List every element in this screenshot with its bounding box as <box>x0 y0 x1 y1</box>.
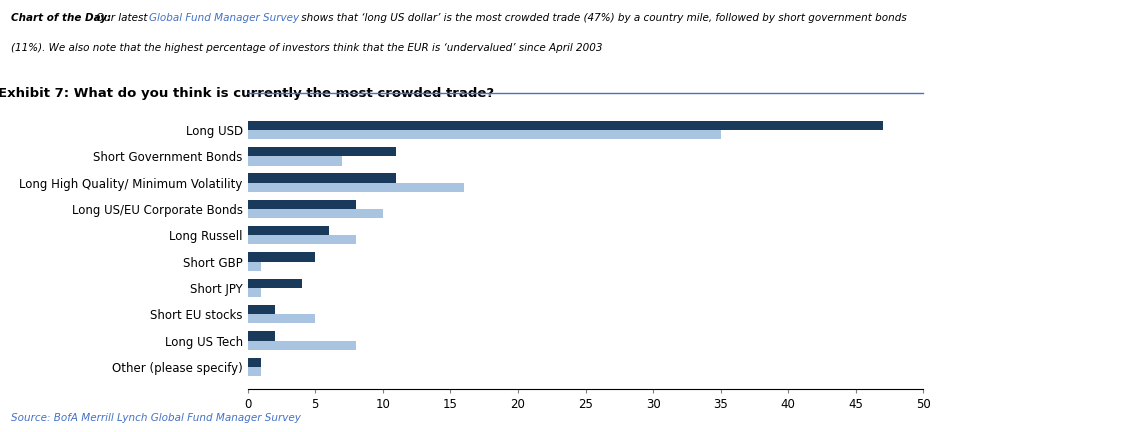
Bar <box>248 183 464 192</box>
Bar <box>248 252 315 261</box>
Bar <box>248 226 329 235</box>
Bar <box>248 305 275 314</box>
Bar <box>248 331 275 340</box>
Bar <box>248 130 721 139</box>
Bar <box>248 147 396 156</box>
Text: Our latest: Our latest <box>96 13 151 23</box>
Bar <box>248 340 356 350</box>
Text: shows that ‘long US dollar’ is the most crowded trade (47%) by a country mile, f: shows that ‘long US dollar’ is the most … <box>298 13 908 23</box>
Bar <box>248 200 356 209</box>
Bar <box>248 367 261 376</box>
Bar <box>248 314 315 324</box>
Bar <box>248 288 261 297</box>
Text: Source: BofA Merrill Lynch Global Fund Manager Survey: Source: BofA Merrill Lynch Global Fund M… <box>11 413 301 423</box>
Text: (11%). We also note that the highest percentage of investors think that the EUR : (11%). We also note that the highest per… <box>11 43 602 53</box>
Bar <box>248 173 396 183</box>
Text: Chart of the Day:: Chart of the Day: <box>11 13 115 23</box>
Bar <box>248 358 261 367</box>
Bar <box>248 156 342 165</box>
Bar <box>248 279 302 288</box>
Bar <box>248 261 261 271</box>
Text: Global Fund Manager Survey: Global Fund Manager Survey <box>149 13 298 23</box>
Text: Exhibit 7: What do you think is currently the most crowded trade?: Exhibit 7: What do you think is currentl… <box>0 87 494 100</box>
Bar <box>248 235 356 245</box>
Bar <box>248 209 383 218</box>
Bar <box>248 121 883 130</box>
